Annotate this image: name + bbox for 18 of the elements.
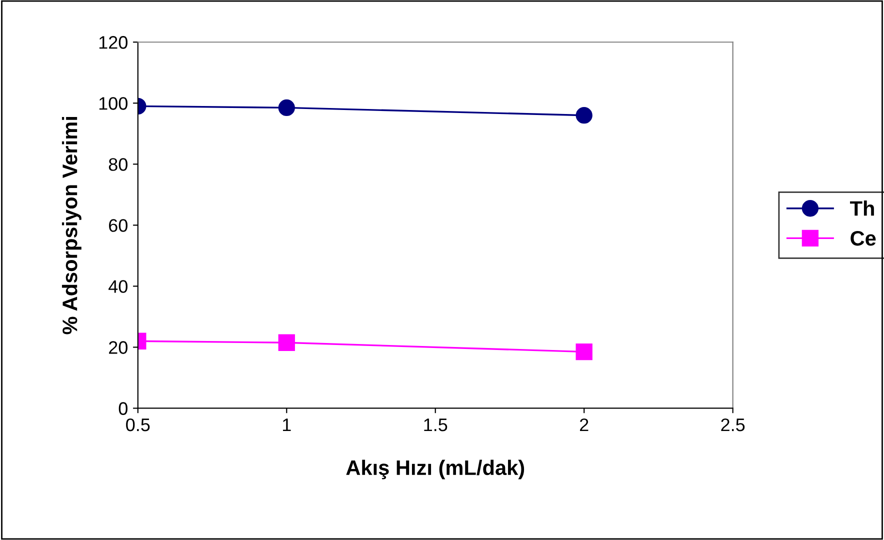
y-tick-label: 60 [109, 219, 128, 232]
x-tick-label: 0.5 [126, 418, 150, 432]
x-tick-label: 1.5 [424, 418, 448, 432]
x-tick-label: 2 [580, 418, 588, 432]
point [576, 343, 592, 360]
x-tick-label: 1 [282, 418, 291, 432]
point [576, 107, 592, 124]
y-tick-label: 40 [108, 280, 128, 293]
y-tick-label: 120 [99, 36, 128, 49]
x-tick-label: 2.5 [721, 418, 745, 432]
y-tick-label: 20 [109, 341, 128, 354]
x-axis-title: Akış Hızı (mL/dak) [346, 460, 524, 480]
y-tick-label: 80 [108, 158, 128, 171]
y-tick-label: 0 [118, 402, 128, 415]
y-axis-title: % Adsorpsiyon Verimi [62, 117, 82, 334]
legend-label: Th [850, 200, 874, 216]
y-tick-label: 100 [99, 97, 128, 110]
legend-label: Ce [850, 230, 876, 246]
